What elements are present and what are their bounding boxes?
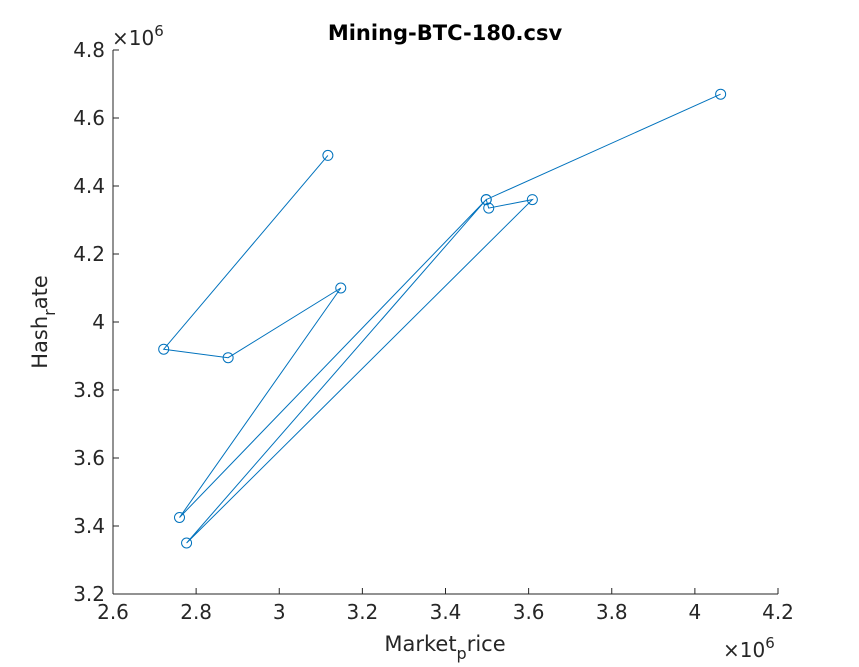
x-tick-label: 3.4 [430,600,462,624]
plot-markers [158,88,727,549]
y-tick-label: 4.2 [73,242,105,266]
data-point [526,194,538,206]
data-point [158,343,170,355]
x-axis-label: Marketprice [384,632,505,663]
series-line [162,93,721,544]
y-tick-label: 3.2 [73,582,105,606]
y-tick-label: 4 [92,310,105,334]
data-point [715,88,727,100]
y-tick-label: 3.8 [73,378,105,402]
data-point [174,512,185,523]
plot-lines [162,93,721,544]
y-tick-label: 3.4 [73,514,105,538]
x-tick-label: 3 [273,600,286,624]
data-point [181,537,193,549]
x-tick-label: 3.6 [513,600,545,624]
data-point [222,352,234,364]
y-axis-exponent: ×106 [112,22,164,50]
data-point [335,282,347,294]
axes [112,49,779,595]
x-tick-label: 3.8 [596,600,628,624]
tick-labels: 2.6 2.8 3 3.2 3.4 3.6 3.8 4 4.2 3.2 3.4 3.6 3.8 4 4.2 4… [73,38,794,624]
x-tick-label: 4 [689,600,702,624]
y-tick-label: 3.6 [73,446,105,470]
x-tick-label: 2.6 [97,600,129,624]
data-point [480,194,492,206]
y-axis-label: Hashrate [28,275,59,369]
x-tick-label: 4.2 [762,600,794,624]
y-tick-label: 4.8 [73,38,105,62]
x-axis-exponent: ×106 [723,634,775,662]
y-tick-label: 4.4 [73,174,105,198]
data-point [483,202,495,214]
data-point [322,149,334,161]
x-tick-label: 3.2 [346,600,378,624]
y-tick-label: 4.6 [73,106,105,130]
chart-title: Mining-BTC-180.csv [328,21,563,45]
x-tick-label: 2.8 [180,600,212,624]
